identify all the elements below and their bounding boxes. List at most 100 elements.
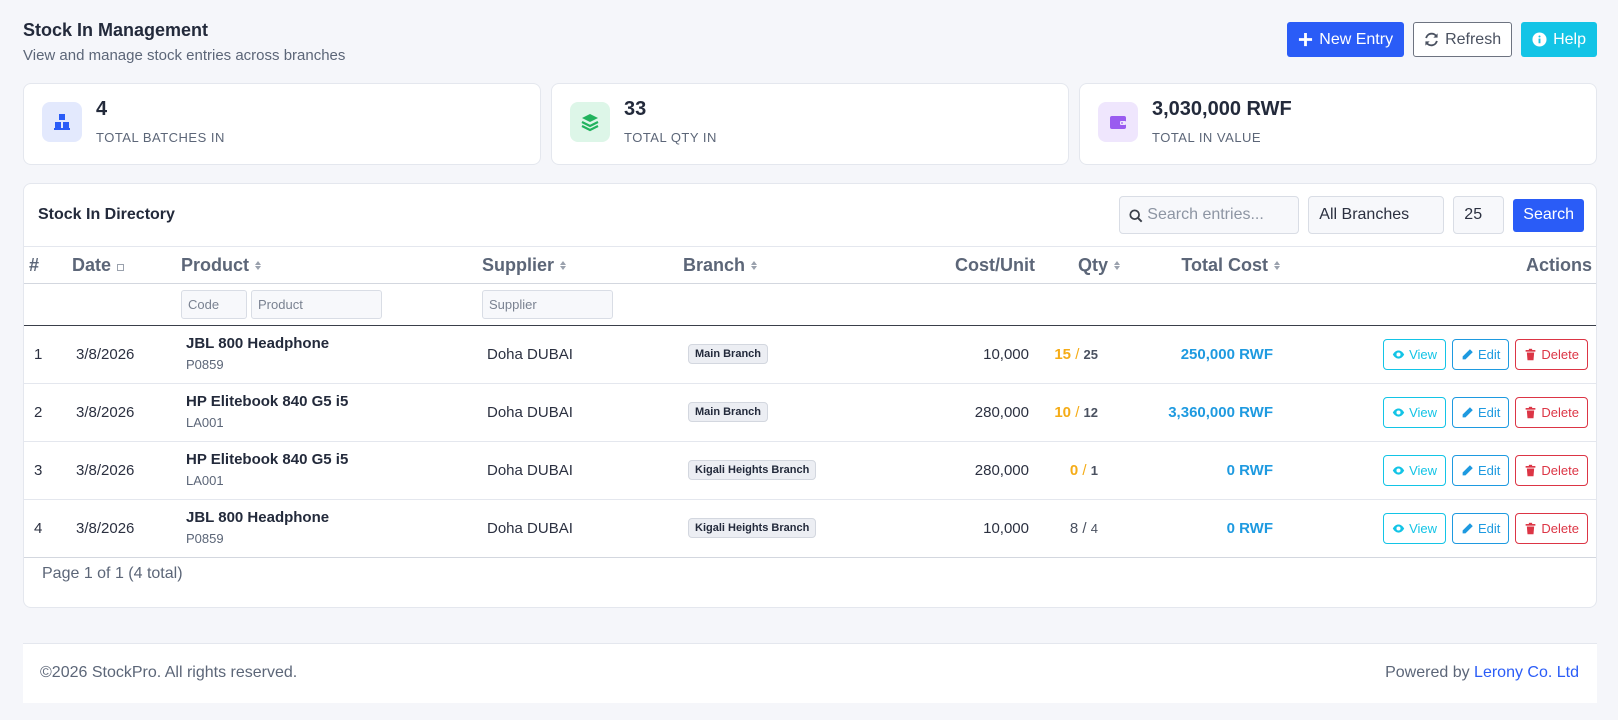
sort-icon	[117, 263, 125, 271]
stats-row: 4 TOTAL BATCHES IN 33 TOTAL QTY IN 3,030…	[23, 83, 1597, 165]
edit-button[interactable]: Edit	[1452, 455, 1510, 486]
edit-button[interactable]: Edit	[1452, 513, 1510, 544]
pencil-icon	[1462, 349, 1473, 360]
column-branch[interactable]: Branch	[683, 255, 758, 276]
column-product[interactable]: Product	[181, 255, 262, 276]
row-supplier: Doha DUBAI	[487, 346, 573, 363]
column-supplier-label: Supplier	[482, 255, 555, 275]
qty-in: 10	[1054, 404, 1072, 421]
qty-total: 4	[1090, 521, 1098, 536]
help-button[interactable]: Help	[1521, 22, 1597, 57]
eye-icon	[1392, 466, 1405, 475]
row-qty: 15 / 25	[1054, 346, 1098, 363]
table-row: 3 3/8/2026 HP Elitebook 840 G5 i5 LA001 …	[24, 442, 1596, 500]
delete-button[interactable]: Delete	[1515, 397, 1588, 428]
qty-total: 1	[1090, 463, 1098, 478]
powered-prefix: Powered by	[1385, 664, 1470, 681]
delete-button[interactable]: Delete	[1515, 513, 1588, 544]
column-cost: Cost/Unit	[955, 255, 1035, 276]
table-body: 1 3/8/2026 JBL 800 Headphone P0859 Doha …	[24, 326, 1596, 558]
column-num-label: #	[29, 255, 40, 275]
company-link[interactable]: Lerony Co. Ltd	[1474, 664, 1579, 681]
row-code: P0859	[186, 531, 224, 546]
view-label: View	[1409, 405, 1438, 420]
view-label: View	[1409, 521, 1438, 536]
copyright: ©2026 StockPro. All rights reserved.	[40, 664, 298, 681]
stat-value: 33	[624, 98, 647, 120]
info-icon	[1532, 32, 1547, 47]
new-entry-button[interactable]: New Entry	[1287, 22, 1405, 57]
edit-button[interactable]: Edit	[1452, 339, 1510, 370]
stat-card-qty: 33 TOTAL QTY IN	[551, 83, 1069, 165]
plus-icon	[1299, 32, 1313, 47]
view-button[interactable]: View	[1383, 513, 1447, 544]
search-box	[1119, 196, 1300, 234]
column-date-label: Date	[72, 255, 112, 275]
page-size-select[interactable]: 25	[1453, 196, 1505, 234]
row-date: 3/8/2026	[76, 404, 135, 421]
page-header: Stock In Management View and manage stoc…	[23, 20, 345, 64]
page-title: Stock In Management	[23, 20, 209, 40]
view-button[interactable]: View	[1383, 455, 1447, 486]
boxes-icon	[42, 102, 82, 142]
pagination-info: Page 1 of 1 (4 total)	[42, 565, 183, 582]
view-button[interactable]: View	[1383, 339, 1447, 370]
trash-icon	[1526, 522, 1536, 535]
row-total: 0 RWF	[1226, 462, 1273, 479]
branch-badge: Main Branch	[688, 402, 769, 422]
supplier-filter-input[interactable]	[482, 290, 613, 319]
table-row: 2 3/8/2026 HP Elitebook 840 G5 i5 LA001 …	[24, 384, 1596, 442]
sort-icon	[751, 261, 758, 270]
row-date: 3/8/2026	[76, 462, 135, 479]
row-total: 250,000 RWF	[1180, 346, 1273, 363]
stock-in-directory: Stock In Directory All Branches 25 Searc…	[23, 183, 1597, 608]
pencil-icon	[1462, 465, 1473, 476]
column-num: #	[29, 255, 39, 276]
row-qty: 10 / 12	[1054, 404, 1098, 421]
layers-icon	[570, 102, 610, 142]
sort-icon	[1274, 261, 1280, 270]
row-actions: View Edit Delete	[1383, 513, 1588, 544]
stat-card-batches: 4 TOTAL BATCHES IN	[23, 83, 541, 165]
row-product: HP Elitebook 840 G5 i5	[186, 451, 349, 468]
search-button[interactable]: Search	[1513, 198, 1584, 232]
code-filter-input[interactable]	[181, 290, 247, 319]
delete-button[interactable]: Delete	[1515, 339, 1588, 370]
table-header: # Date Product Supplier Branch Cost/Unit…	[24, 246, 1596, 284]
trash-icon	[1526, 406, 1536, 419]
stat-label: TOTAL BATCHES IN	[96, 130, 225, 145]
row-date: 3/8/2026	[76, 346, 135, 363]
row-actions: View Edit Delete	[1383, 397, 1588, 428]
column-qty[interactable]: Qty	[1078, 255, 1120, 276]
stat-label: TOTAL QTY IN	[624, 130, 717, 145]
product-filter-input[interactable]	[251, 290, 382, 319]
edit-label: Edit	[1478, 521, 1501, 536]
pencil-icon	[1462, 523, 1473, 534]
branch-badge: Kigali Heights Branch	[688, 460, 817, 480]
branch-select[interactable]: All Branches	[1308, 196, 1445, 234]
row-date: 3/8/2026	[76, 520, 135, 537]
edit-button[interactable]: Edit	[1452, 397, 1510, 428]
powered-by: Powered by Lerony Co. Ltd	[1385, 664, 1579, 682]
column-date[interactable]: Date	[72, 255, 125, 276]
column-actions-label: Actions	[1525, 255, 1592, 275]
delete-label: Delete	[1541, 347, 1579, 362]
column-supplier[interactable]: Supplier	[482, 255, 567, 276]
qty-separator: /	[1082, 462, 1087, 479]
edit-label: Edit	[1478, 347, 1501, 362]
stat-label: TOTAL IN VALUE	[1152, 130, 1262, 145]
qty-total: 12	[1083, 405, 1098, 420]
table-row: 1 3/8/2026 JBL 800 Headphone P0859 Doha …	[24, 326, 1596, 384]
refresh-label: Refresh	[1445, 30, 1502, 48]
qty-in: 0	[1069, 462, 1079, 479]
filter-row	[24, 284, 1596, 326]
row-actions: View Edit Delete	[1383, 455, 1588, 486]
view-button[interactable]: View	[1383, 397, 1447, 428]
column-cost-label: Cost/Unit	[955, 255, 1035, 275]
delete-button[interactable]: Delete	[1515, 455, 1588, 486]
row-total: 0 RWF	[1226, 520, 1273, 537]
row-qty: 8 / 4	[1070, 520, 1098, 537]
refresh-button[interactable]: Refresh	[1413, 22, 1513, 57]
column-total[interactable]: Total Cost	[1181, 255, 1280, 276]
search-input[interactable]	[1120, 197, 1299, 233]
